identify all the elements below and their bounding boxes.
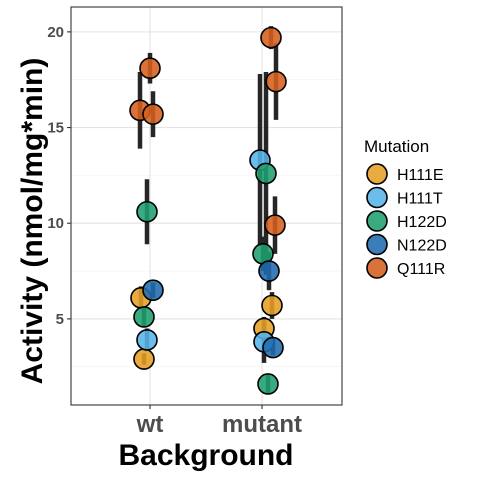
data-point bbox=[142, 279, 164, 301]
legend-label: Q111R bbox=[397, 261, 445, 278]
data-point bbox=[257, 373, 279, 395]
legend-label: N122D bbox=[397, 238, 447, 255]
data-point bbox=[133, 306, 155, 328]
x-tick-label: wt bbox=[136, 411, 164, 438]
legend-item: H111T bbox=[366, 186, 443, 209]
data-point bbox=[136, 329, 158, 351]
points bbox=[129, 26, 287, 395]
legend-key bbox=[366, 233, 388, 256]
x-axis: wt mutant bbox=[136, 405, 302, 438]
y-tick-label: 15 bbox=[47, 120, 64, 137]
legend-item: N122D bbox=[366, 233, 447, 256]
y-tick-label: 5 bbox=[56, 311, 64, 328]
data-marks bbox=[129, 26, 287, 395]
data-point bbox=[261, 294, 283, 317]
y-axis: 5 10 15 20 bbox=[47, 24, 71, 328]
legend-key bbox=[366, 163, 388, 185]
data-point bbox=[262, 336, 284, 359]
legend-item: H122D bbox=[366, 210, 447, 232]
y-tick-label: 10 bbox=[47, 215, 64, 232]
legend: Mutation H111E H111T H122D N122D Q111R bbox=[364, 137, 447, 279]
legend-label: H111T bbox=[397, 191, 443, 208]
legend-title: Mutation bbox=[364, 137, 429, 156]
y-tick-label: 20 bbox=[47, 24, 64, 41]
panel-background bbox=[71, 7, 342, 405]
legend-label: H122D bbox=[397, 214, 447, 231]
data-point bbox=[264, 214, 286, 236]
data-point bbox=[136, 200, 158, 223]
data-point bbox=[139, 57, 161, 80]
data-point bbox=[133, 348, 155, 370]
legend-key bbox=[366, 210, 388, 232]
legend-key bbox=[366, 257, 388, 279]
panel-border bbox=[70, 6, 343, 406]
y-axis-title: Activity (nmol/mg*min) bbox=[16, 58, 49, 385]
data-point bbox=[265, 70, 287, 93]
x-axis-title: Background bbox=[118, 439, 293, 472]
data-point bbox=[142, 103, 164, 125]
plot-panel bbox=[70, 6, 343, 406]
data-point bbox=[260, 26, 282, 49]
data-point bbox=[258, 260, 280, 282]
data-point bbox=[255, 162, 277, 185]
legend-item: Q111R bbox=[366, 257, 445, 279]
legend-key bbox=[366, 186, 388, 209]
x-tick-label: mutant bbox=[222, 411, 302, 438]
legend-label: H111E bbox=[397, 167, 444, 184]
legend-item: H111E bbox=[366, 163, 444, 185]
